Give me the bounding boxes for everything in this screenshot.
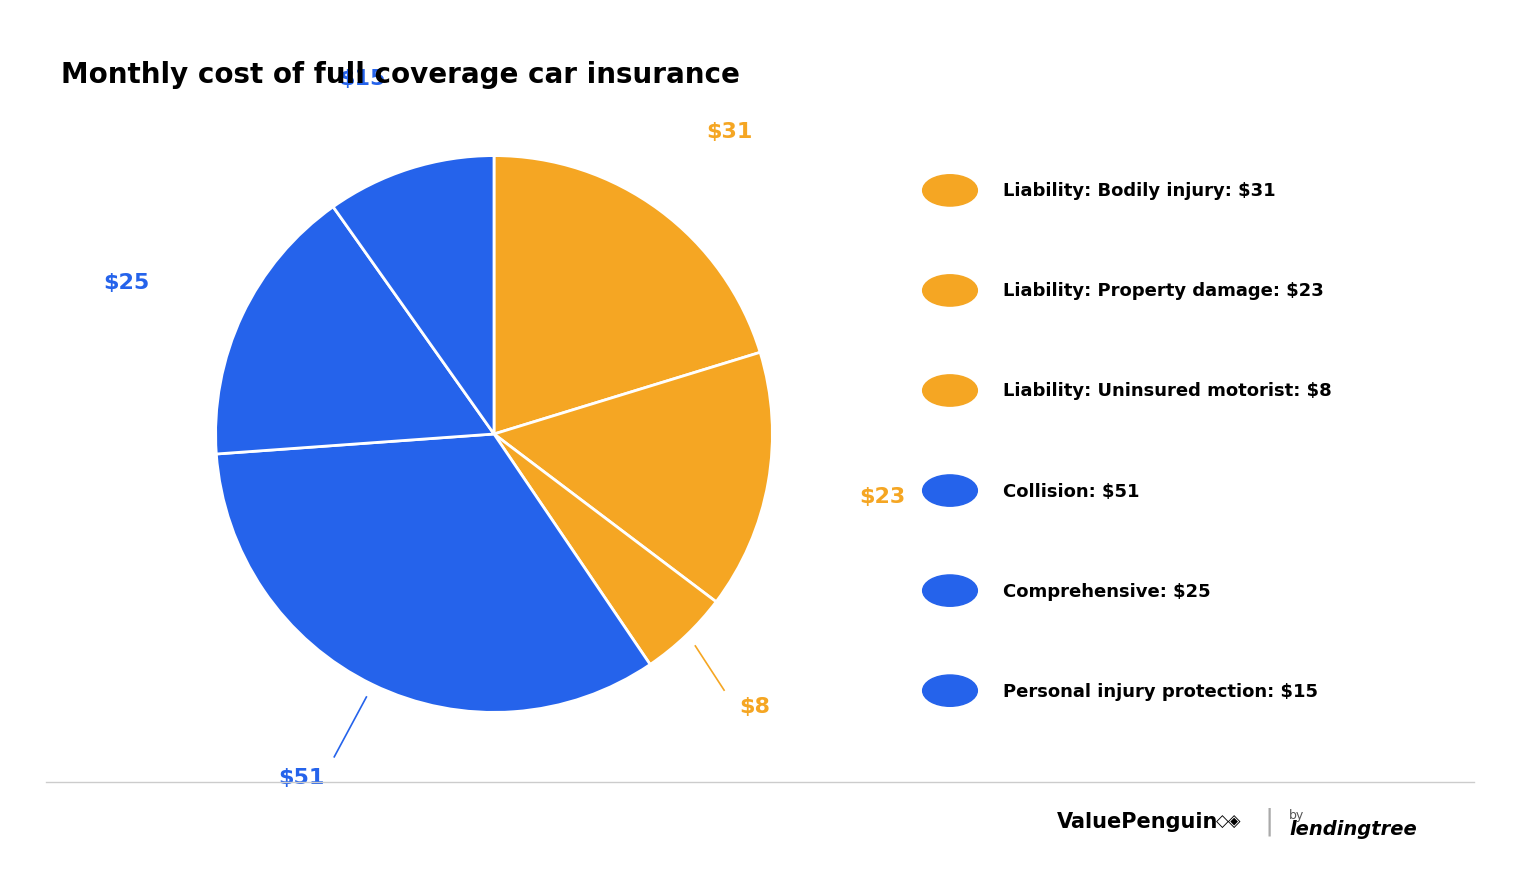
Text: $15: $15: [339, 69, 386, 89]
Text: $51: $51: [278, 767, 325, 787]
Text: ◇◈: ◇◈: [1216, 813, 1242, 830]
Text: $8: $8: [739, 696, 771, 716]
Text: ValuePenguin: ValuePenguin: [1056, 812, 1218, 831]
Wedge shape: [216, 434, 651, 713]
Text: |: |: [1265, 807, 1274, 835]
Wedge shape: [494, 434, 716, 665]
Text: $25: $25: [103, 272, 149, 292]
Text: Liability: Property damage: $23: Liability: Property damage: $23: [1003, 282, 1324, 300]
Wedge shape: [494, 353, 772, 602]
Text: Liability: Bodily injury: $31: Liability: Bodily injury: $31: [1003, 182, 1275, 200]
Text: Comprehensive: $25: Comprehensive: $25: [1003, 582, 1211, 600]
Text: Liability: Uninsured motorist: $8: Liability: Uninsured motorist: $8: [1003, 382, 1332, 400]
Text: $31: $31: [705, 122, 752, 142]
Wedge shape: [494, 156, 760, 434]
Text: Monthly cost of full coverage car insurance: Monthly cost of full coverage car insura…: [61, 61, 740, 89]
Text: $23: $23: [859, 487, 904, 507]
Wedge shape: [333, 156, 494, 434]
Text: lendingtree: lendingtree: [1289, 819, 1417, 839]
Wedge shape: [216, 208, 494, 454]
Text: by: by: [1289, 808, 1304, 820]
Text: Collision: $51: Collision: $51: [1003, 482, 1140, 500]
Text: Personal injury protection: $15: Personal injury protection: $15: [1003, 682, 1318, 700]
